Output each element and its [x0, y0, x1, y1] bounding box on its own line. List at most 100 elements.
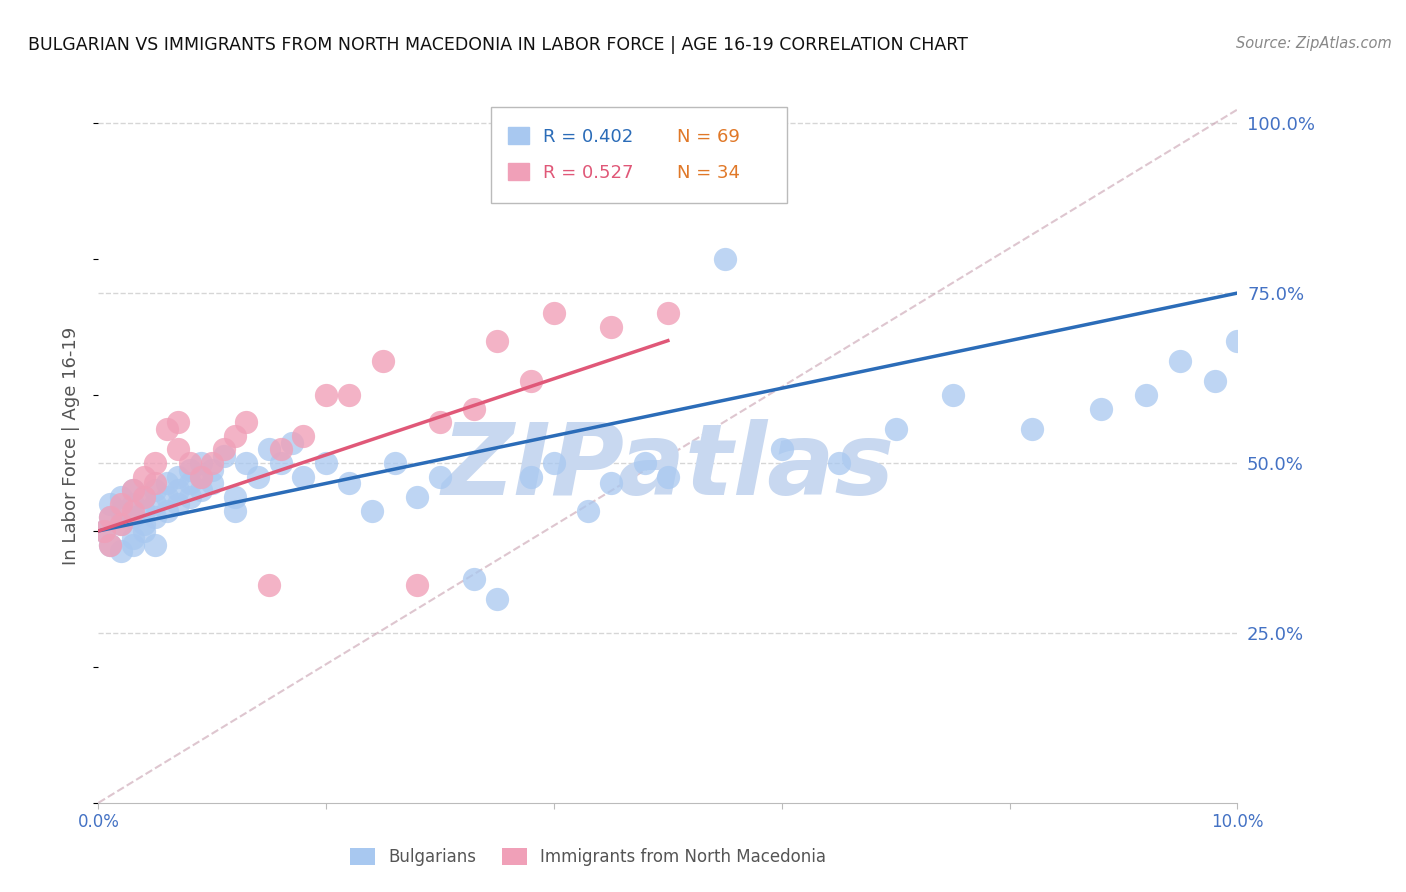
- Point: [167, 483, 190, 498]
- Point: [657, 469, 679, 483]
- Point: [486, 334, 509, 348]
- Point: [145, 497, 167, 511]
- Point: [110, 517, 132, 532]
- Point: [121, 510, 143, 524]
- Point: [315, 456, 337, 470]
- Point: [373, 354, 395, 368]
- Point: [121, 531, 143, 545]
- Text: BULGARIAN VS IMMIGRANTS FROM NORTH MACEDONIA IN LABOR FORCE | AGE 16-19 CORRELAT: BULGARIAN VS IMMIGRANTS FROM NORTH MACED…: [28, 36, 967, 54]
- Point: [406, 578, 429, 592]
- Point: [132, 469, 155, 483]
- Point: [224, 429, 246, 443]
- Point: [93, 524, 115, 538]
- Text: N = 69: N = 69: [676, 128, 740, 146]
- Point: [543, 306, 565, 320]
- Point: [121, 537, 143, 551]
- Bar: [509, 163, 529, 180]
- Point: [190, 483, 212, 498]
- Point: [292, 429, 315, 443]
- FancyBboxPatch shape: [491, 107, 787, 203]
- Point: [463, 572, 485, 586]
- Point: [132, 503, 155, 517]
- Point: [98, 510, 121, 524]
- Text: R = 0.527: R = 0.527: [543, 164, 633, 182]
- Point: [315, 388, 337, 402]
- Point: [201, 463, 224, 477]
- Point: [145, 483, 167, 498]
- Point: [270, 442, 292, 457]
- Point: [600, 320, 623, 334]
- Point: [98, 537, 121, 551]
- Point: [179, 476, 201, 491]
- Point: [212, 442, 235, 457]
- Point: [657, 306, 679, 320]
- Point: [281, 435, 304, 450]
- Point: [1021, 422, 1043, 436]
- Y-axis label: In Labor Force | Age 16-19: In Labor Force | Age 16-19: [62, 326, 80, 566]
- Point: [145, 510, 167, 524]
- Point: [110, 490, 132, 504]
- Point: [486, 591, 509, 606]
- Point: [235, 456, 257, 470]
- Point: [634, 456, 657, 470]
- Point: [884, 422, 907, 436]
- Point: [384, 456, 406, 470]
- Point: [259, 442, 281, 457]
- Point: [224, 503, 246, 517]
- Legend: Bulgarians, Immigrants from North Macedonia: Bulgarians, Immigrants from North Macedo…: [343, 841, 832, 873]
- Point: [1090, 401, 1112, 416]
- Point: [156, 476, 179, 491]
- Point: [190, 469, 212, 483]
- Point: [167, 415, 190, 429]
- Point: [156, 490, 179, 504]
- Point: [224, 490, 246, 504]
- Point: [156, 422, 179, 436]
- Point: [576, 503, 599, 517]
- Point: [543, 456, 565, 470]
- Point: [190, 456, 212, 470]
- Point: [132, 490, 155, 504]
- Point: [98, 537, 121, 551]
- Point: [714, 252, 737, 266]
- Point: [1135, 388, 1157, 402]
- Point: [1170, 354, 1192, 368]
- Point: [132, 524, 155, 538]
- Point: [270, 456, 292, 470]
- Point: [337, 476, 360, 491]
- Point: [132, 517, 155, 532]
- Point: [828, 456, 851, 470]
- Point: [292, 469, 315, 483]
- Point: [93, 524, 115, 538]
- Point: [145, 476, 167, 491]
- Point: [235, 415, 257, 429]
- Point: [246, 469, 269, 483]
- Point: [201, 476, 224, 491]
- Text: N = 34: N = 34: [676, 164, 740, 182]
- Point: [520, 469, 543, 483]
- Point: [121, 483, 143, 498]
- Point: [121, 503, 143, 517]
- Point: [406, 490, 429, 504]
- Point: [212, 449, 235, 463]
- Point: [110, 517, 132, 532]
- Point: [167, 469, 190, 483]
- Text: ZIPatlas: ZIPatlas: [441, 419, 894, 516]
- Point: [110, 503, 132, 517]
- Point: [259, 578, 281, 592]
- Point: [600, 476, 623, 491]
- Bar: [509, 128, 529, 145]
- Point: [1204, 375, 1226, 389]
- Text: R = 0.402: R = 0.402: [543, 128, 633, 146]
- Point: [179, 463, 201, 477]
- Point: [360, 503, 382, 517]
- Point: [463, 401, 485, 416]
- Point: [121, 483, 143, 498]
- Point: [98, 510, 121, 524]
- Point: [156, 503, 179, 517]
- Point: [145, 537, 167, 551]
- Point: [98, 497, 121, 511]
- Point: [429, 469, 451, 483]
- Point: [770, 442, 793, 457]
- Point: [520, 375, 543, 389]
- Point: [337, 388, 360, 402]
